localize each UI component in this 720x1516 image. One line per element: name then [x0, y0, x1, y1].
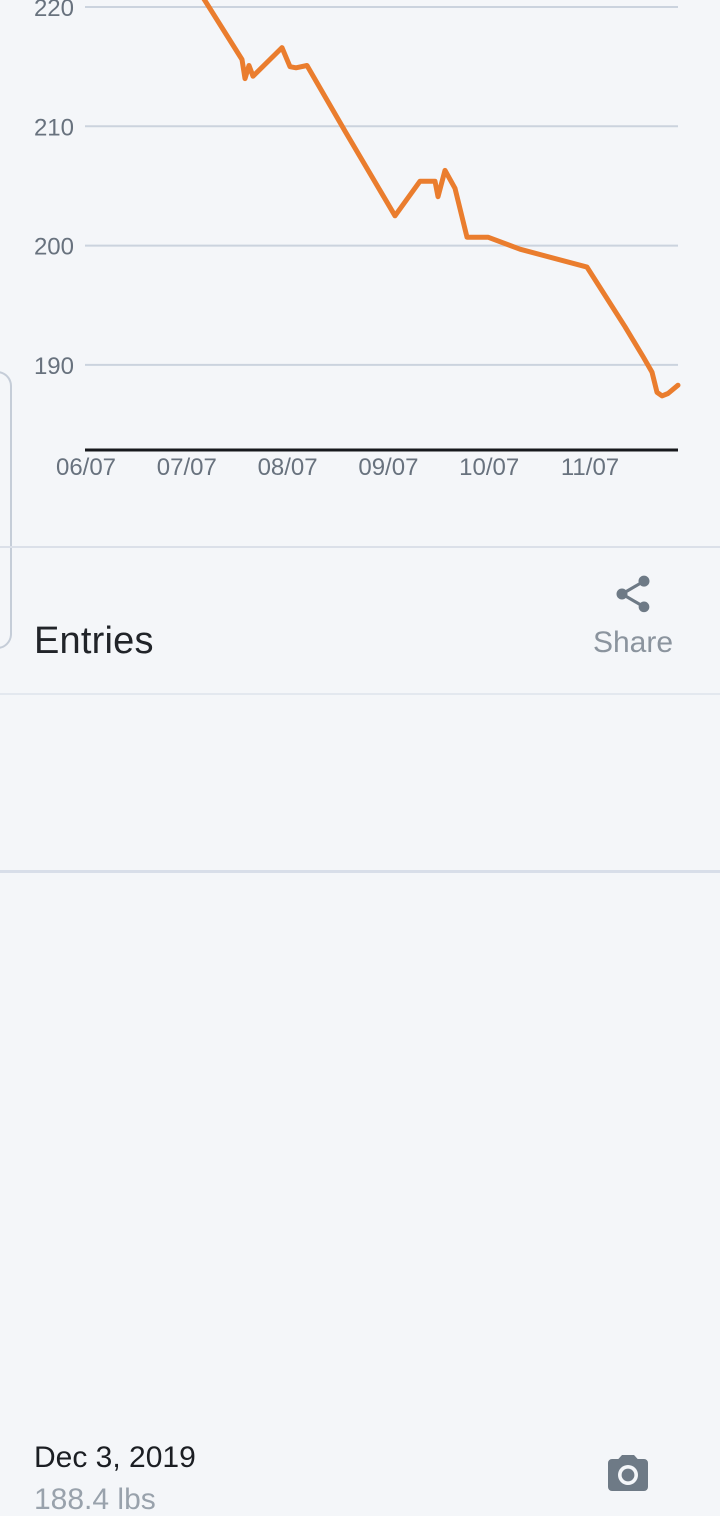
entries-list-divider [0, 693, 720, 695]
share-icon [611, 572, 655, 616]
left-edge-card [0, 371, 12, 649]
entry-photo-button[interactable] [602, 1451, 654, 1499]
camera-icon [602, 1451, 654, 1499]
svg-text:210: 210 [34, 114, 74, 141]
svg-text:200: 200 [34, 234, 74, 261]
share-button[interactable]: Share [586, 572, 680, 658]
svg-text:190: 190 [34, 353, 74, 380]
svg-text:10/07: 10/07 [459, 454, 519, 481]
svg-text:08/07: 08/07 [258, 454, 318, 481]
weight-chart[interactable]: 220 210 200 190 06/07 07/07 08/07 09/07 10/07 11/… [0, 0, 720, 500]
svg-text:11/07: 11/07 [561, 454, 619, 481]
entry-row[interactable]: Dec 3, 2019 188.4 lbs [0, 695, 720, 1515]
row-divider-bottom [0, 870, 720, 873]
share-label: Share [592, 626, 674, 659]
svg-text:220: 220 [34, 0, 74, 22]
svg-text:06/07: 06/07 [56, 454, 116, 481]
weight-line-chart: 220 210 200 190 06/07 07/07 08/07 09/07 10/07 11/… [34, 0, 681, 481]
entry-date: Dec 3, 2019 [34, 1441, 196, 1474]
entries-heading: Entries [34, 620, 154, 662]
section-divider-top [0, 546, 720, 548]
svg-text:09/07: 09/07 [358, 454, 418, 481]
entry-weight: 188.4 lbs [34, 1483, 156, 1516]
svg-text:07/07: 07/07 [157, 454, 217, 481]
